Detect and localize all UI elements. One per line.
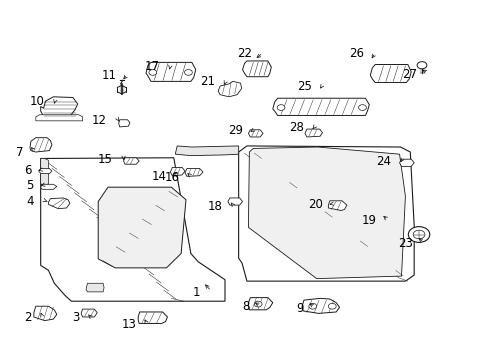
- Text: 25: 25: [296, 80, 311, 93]
- Polygon shape: [305, 129, 322, 137]
- Polygon shape: [119, 120, 130, 127]
- Text: 11: 11: [102, 69, 117, 82]
- Circle shape: [254, 301, 262, 307]
- Circle shape: [277, 105, 285, 111]
- Polygon shape: [248, 147, 405, 279]
- Polygon shape: [227, 198, 242, 205]
- Polygon shape: [242, 61, 271, 77]
- Circle shape: [358, 105, 366, 111]
- Text: 4: 4: [26, 195, 34, 208]
- Circle shape: [308, 303, 316, 309]
- Text: 18: 18: [207, 200, 222, 213]
- Text: 20: 20: [307, 198, 322, 211]
- Polygon shape: [302, 298, 339, 314]
- Polygon shape: [328, 201, 346, 211]
- Polygon shape: [399, 159, 413, 166]
- Polygon shape: [138, 312, 167, 323]
- Polygon shape: [98, 187, 185, 268]
- Polygon shape: [175, 146, 238, 156]
- Polygon shape: [369, 64, 410, 82]
- Polygon shape: [248, 298, 272, 310]
- Text: 22: 22: [237, 47, 252, 60]
- Polygon shape: [41, 158, 224, 301]
- Polygon shape: [146, 62, 195, 81]
- Polygon shape: [41, 184, 57, 189]
- Polygon shape: [30, 138, 52, 152]
- Text: 16: 16: [165, 171, 180, 184]
- Text: 19: 19: [362, 215, 376, 228]
- Text: 2: 2: [24, 311, 31, 324]
- Polygon shape: [86, 283, 104, 292]
- Circle shape: [184, 69, 192, 75]
- Text: 6: 6: [24, 164, 31, 177]
- Text: 7: 7: [16, 145, 23, 158]
- Text: 15: 15: [98, 153, 113, 166]
- Polygon shape: [248, 130, 263, 137]
- Polygon shape: [170, 167, 184, 176]
- Polygon shape: [184, 168, 203, 176]
- Circle shape: [416, 62, 426, 69]
- Text: 14: 14: [151, 170, 166, 183]
- Polygon shape: [36, 115, 82, 121]
- Polygon shape: [41, 158, 48, 187]
- Polygon shape: [39, 168, 52, 174]
- Polygon shape: [48, 198, 70, 209]
- Text: 3: 3: [72, 311, 80, 324]
- Polygon shape: [123, 158, 139, 164]
- Circle shape: [412, 230, 424, 239]
- Polygon shape: [34, 306, 57, 320]
- Circle shape: [328, 303, 335, 309]
- Text: 29: 29: [228, 124, 243, 137]
- Text: 10: 10: [30, 95, 44, 108]
- Text: 17: 17: [144, 60, 159, 73]
- Text: 26: 26: [349, 47, 364, 60]
- Polygon shape: [218, 81, 241, 97]
- Text: 24: 24: [375, 155, 390, 168]
- Text: 27: 27: [401, 68, 416, 81]
- Text: 9: 9: [296, 302, 304, 315]
- Text: 13: 13: [121, 318, 136, 331]
- Polygon shape: [41, 97, 78, 118]
- Text: 23: 23: [398, 237, 412, 250]
- Polygon shape: [81, 309, 97, 317]
- Polygon shape: [272, 98, 368, 116]
- Polygon shape: [238, 146, 413, 281]
- Text: 5: 5: [26, 179, 34, 192]
- Text: 1: 1: [193, 286, 200, 299]
- Text: 21: 21: [200, 75, 215, 88]
- Circle shape: [149, 69, 157, 75]
- Circle shape: [407, 226, 429, 242]
- Text: 28: 28: [288, 121, 304, 134]
- Text: 8: 8: [242, 301, 249, 314]
- Text: 12: 12: [92, 114, 107, 127]
